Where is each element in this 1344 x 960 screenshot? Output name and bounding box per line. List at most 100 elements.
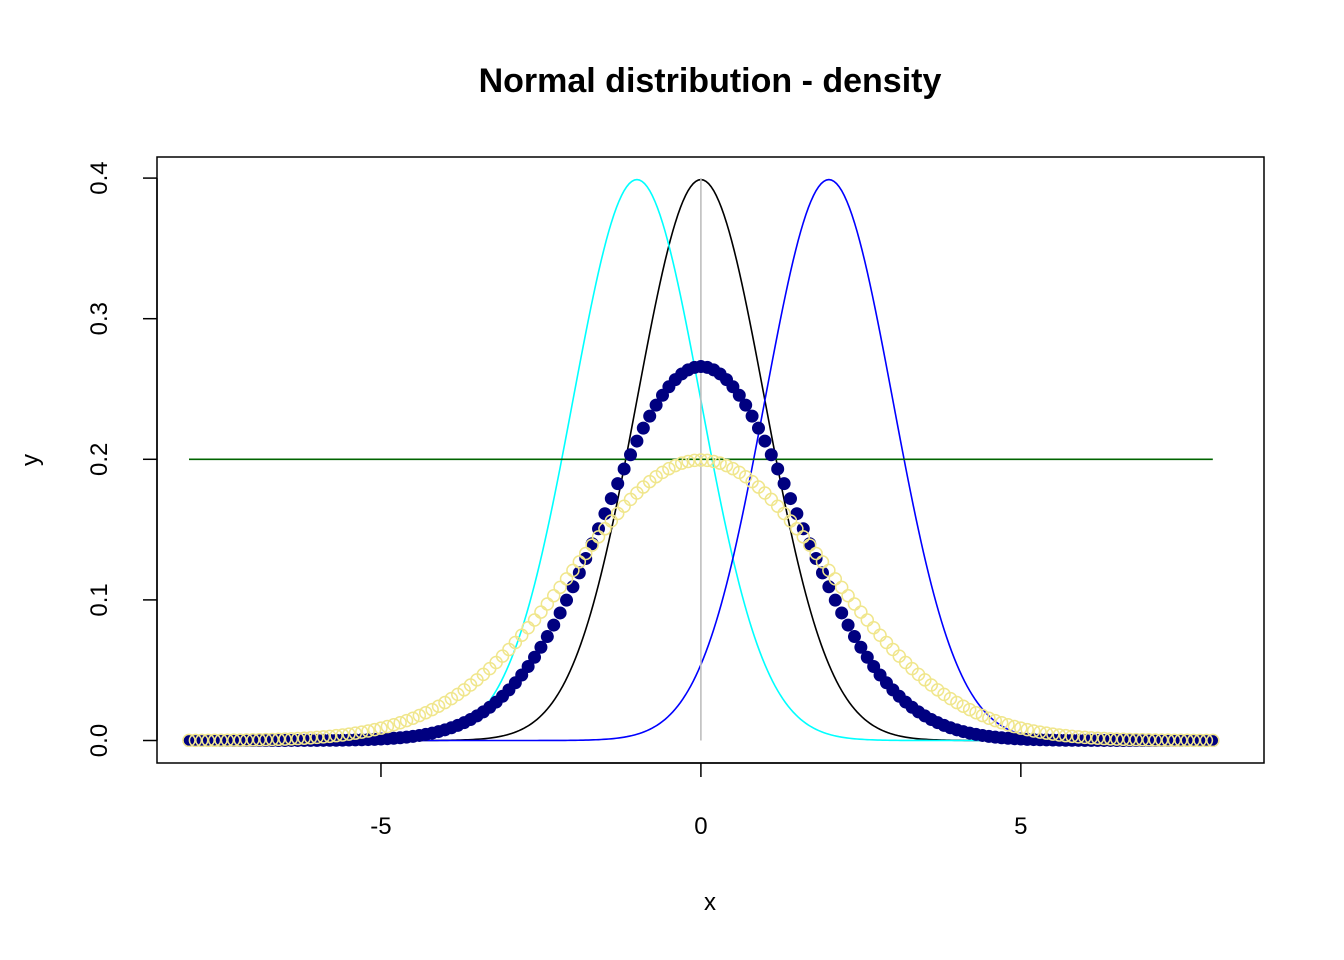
- data-point: [380, 719, 395, 734]
- data-point: [617, 462, 631, 476]
- data-point: [265, 732, 279, 747]
- data-point: [1014, 721, 1028, 735]
- data-point: [348, 726, 363, 740]
- data-point: [246, 733, 260, 747]
- data-point: [188, 733, 203, 748]
- data-point: [578, 546, 593, 561]
- data-point: [1206, 733, 1220, 748]
- data-point: [662, 461, 676, 476]
- data-point: [527, 613, 542, 627]
- data-point: [1046, 727, 1060, 741]
- data-point: [1122, 732, 1137, 747]
- data-point: [758, 434, 772, 448]
- data-point: [579, 551, 593, 565]
- data-point: [975, 708, 990, 723]
- data-point: [617, 499, 631, 513]
- data-point: [259, 732, 273, 747]
- data-point: [860, 613, 875, 627]
- x-tick-label: -5: [370, 813, 391, 840]
- data-point: [1148, 733, 1162, 747]
- data-point: [559, 572, 574, 586]
- data-point: [227, 733, 241, 747]
- data-point: [962, 702, 977, 717]
- data-point: [201, 733, 215, 748]
- data-point: [770, 499, 785, 513]
- data-point: [969, 705, 983, 720]
- data-point: [271, 732, 286, 747]
- data-point: [342, 727, 356, 741]
- data-point: [847, 597, 862, 611]
- data-point: [374, 721, 388, 735]
- data-point: [1180, 733, 1194, 748]
- data-point: [879, 635, 894, 650]
- data-point: [323, 729, 337, 744]
- data-point: [611, 477, 625, 491]
- data-point: [528, 650, 542, 664]
- data-point: [1090, 731, 1105, 745]
- x-tick-label: 0: [694, 813, 707, 840]
- data-point: [431, 699, 446, 713]
- data-point: [1174, 733, 1188, 748]
- data-point: [706, 454, 721, 469]
- data-point: [182, 733, 196, 748]
- data-point: [1193, 733, 1207, 748]
- data-point: [1058, 728, 1073, 743]
- data-point: [1161, 733, 1175, 747]
- data-point: [412, 708, 427, 723]
- x-axis: -5 0 5: [370, 762, 1028, 840]
- data-point: [361, 724, 375, 738]
- data-point: [854, 640, 868, 654]
- data-point: [393, 716, 407, 730]
- data-point: [873, 628, 887, 642]
- data-point: [630, 434, 644, 448]
- data-point: [739, 398, 753, 412]
- data-point: [521, 621, 535, 635]
- data-point: [656, 388, 670, 402]
- data-point: [860, 650, 874, 664]
- data-point: [1065, 729, 1079, 744]
- data-point: [854, 605, 868, 619]
- data-point: [387, 718, 401, 732]
- data-point: [1020, 722, 1034, 737]
- data-point: [841, 588, 855, 603]
- data-point: [834, 580, 849, 595]
- data-point: [1052, 728, 1066, 742]
- data-point: [566, 563, 580, 578]
- y-axis-label: y: [17, 454, 44, 466]
- data-point: [950, 695, 964, 710]
- data-point: [521, 660, 535, 673]
- y-tick-label: 0.3: [86, 302, 113, 335]
- data-point: [700, 453, 715, 468]
- y-tick-label: 0.1: [86, 583, 113, 616]
- data-point: [566, 580, 580, 594]
- data-point: [1097, 731, 1111, 746]
- data-point: [623, 492, 638, 507]
- data-point: [1033, 725, 1047, 739]
- data-point: [502, 642, 516, 657]
- data-point: [534, 605, 548, 619]
- data-point: [297, 731, 311, 745]
- data-point: [655, 465, 670, 480]
- data-point: [233, 733, 247, 747]
- data-point: [815, 555, 830, 569]
- data-point: [713, 456, 727, 470]
- data-point: [1039, 726, 1054, 740]
- data-point: [745, 409, 759, 423]
- x-axis-label: x: [704, 889, 716, 916]
- data-point: [624, 448, 638, 462]
- x-tick-label: 5: [1014, 813, 1027, 840]
- data-point: [771, 462, 785, 476]
- data-point: [598, 507, 612, 521]
- data-point: [809, 551, 823, 565]
- data-point: [822, 563, 836, 578]
- data-point: [847, 630, 861, 644]
- data-point: [1199, 733, 1214, 748]
- data-point: [1007, 719, 1022, 734]
- data-point: [553, 606, 567, 620]
- data-point: [783, 514, 798, 528]
- data-point: [835, 606, 849, 620]
- data-point: [866, 621, 881, 635]
- data-point: [668, 458, 683, 473]
- data-point: [355, 725, 369, 739]
